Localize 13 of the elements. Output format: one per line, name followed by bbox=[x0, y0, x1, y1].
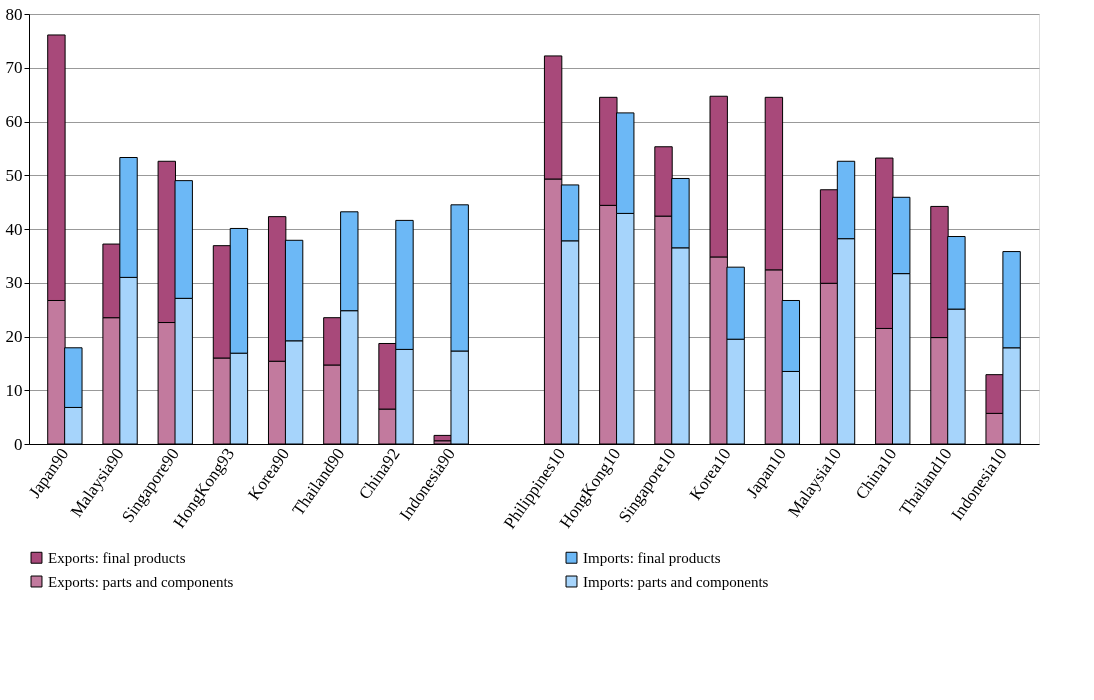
legend-label: Exports: final products bbox=[48, 549, 186, 566]
legend-label: Exports: parts and components bbox=[48, 573, 234, 590]
y-tick-label: 80 bbox=[5, 4, 23, 24]
y-tick-label: 70 bbox=[5, 58, 23, 78]
y-tick-label: 60 bbox=[5, 112, 23, 131]
legend-label: Imports: final products bbox=[583, 549, 721, 566]
y-tick-label: 50 bbox=[5, 165, 23, 185]
y-tick-label: 20 bbox=[5, 327, 23, 346]
legend-label: Imports: parts and components bbox=[583, 573, 769, 590]
y-tick-label: 30 bbox=[5, 273, 23, 293]
y-tick-label: 10 bbox=[5, 380, 23, 400]
y-tick-label: 0 bbox=[14, 434, 23, 454]
y-tick-label: 40 bbox=[5, 219, 23, 239]
